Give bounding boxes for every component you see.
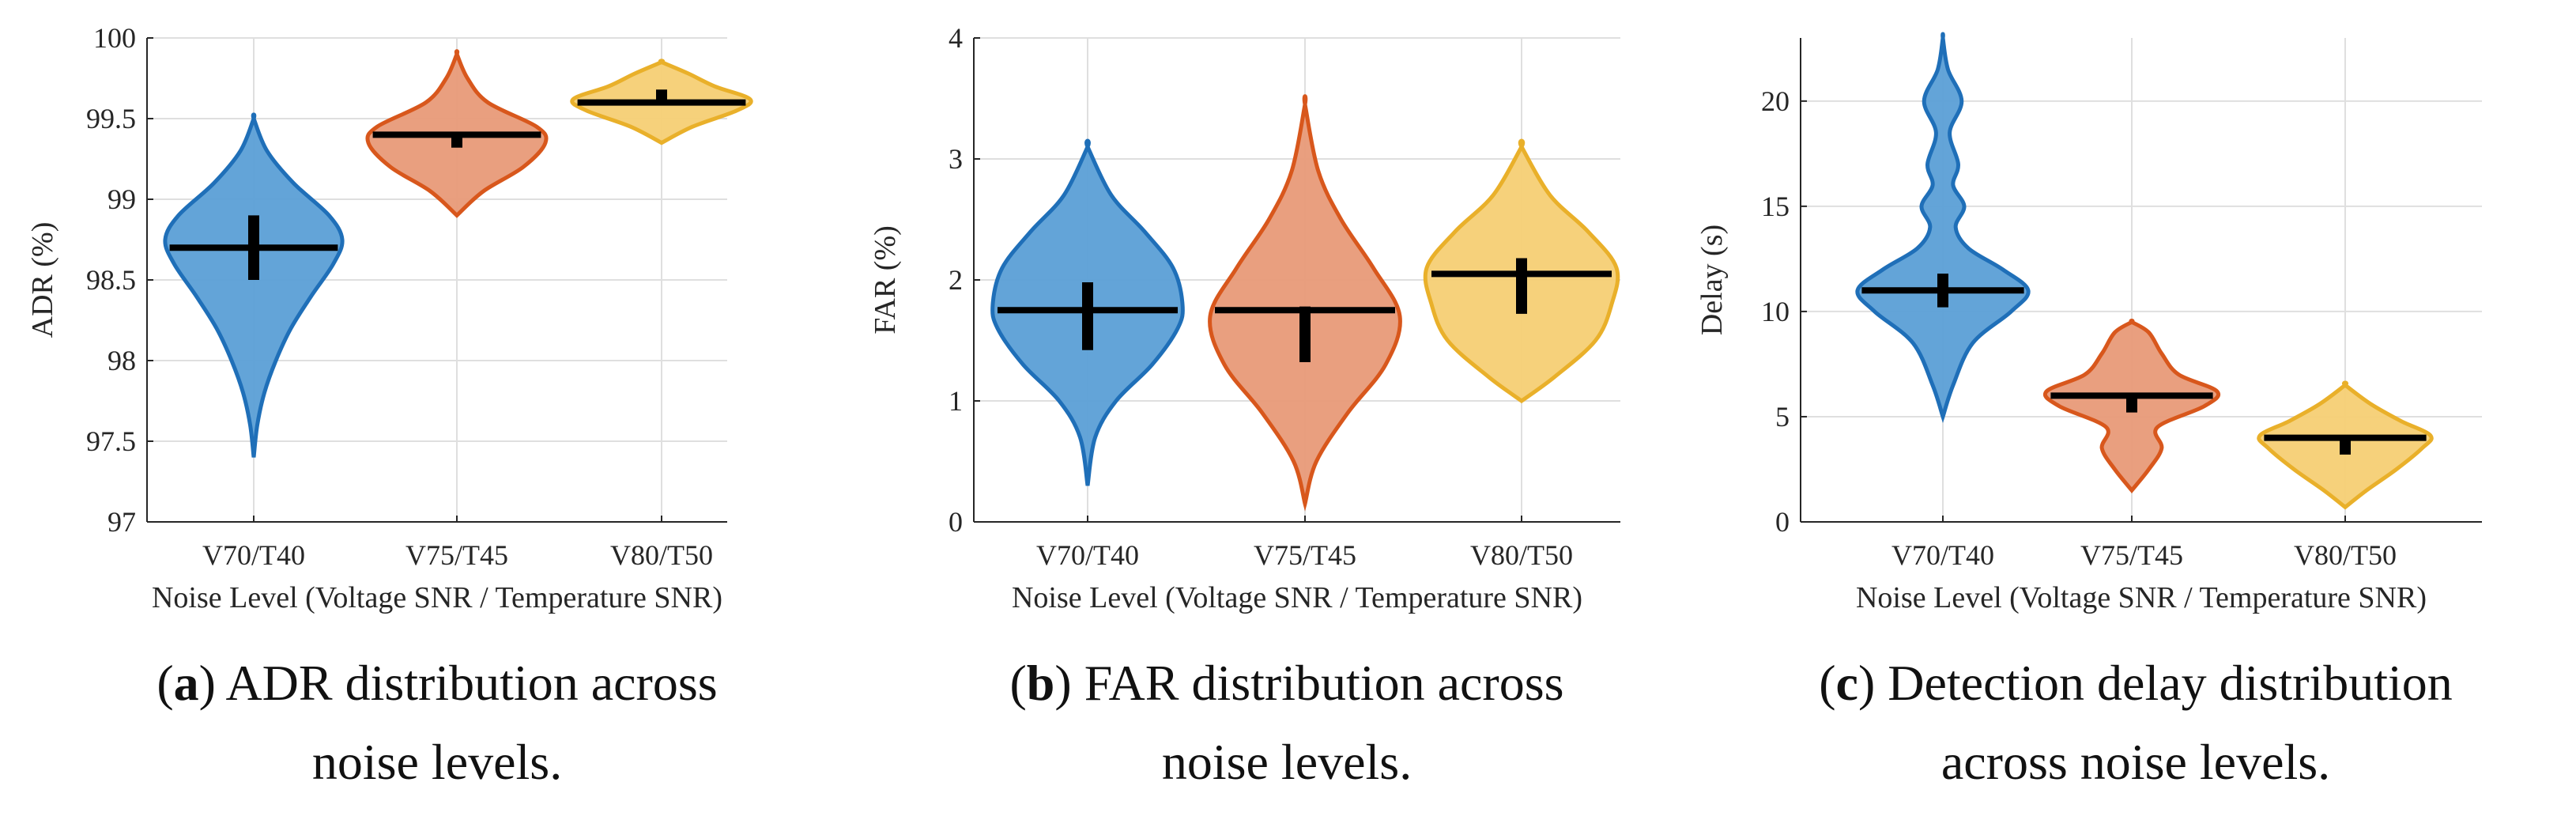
caption-a-line1: (a) ADR distribution across [157,655,717,711]
far-xtick-label-2: V80/T50 [1470,539,1573,571]
far-ytick-label-1: 1 [949,385,963,417]
far-ytick-label-2: 2 [949,264,963,296]
far-ylabel: FAR (%) [869,225,902,334]
delay-ytick-label-0: 0 [1775,506,1790,538]
adr-xtick-label-0: V70/T40 [202,539,305,571]
caption-c-text1: Detection delay distribution [1888,655,2453,711]
adr-violin-0 [163,112,345,458]
adr-ytick-label-0: 97 [107,506,136,538]
adr-ylabel: ADR (%) [26,222,59,338]
caption-a-letter: a [174,655,199,711]
adr-ytick-label-6: 100 [93,22,136,54]
caption-b-paren-open: ( [1009,655,1026,711]
adr-xtick-label-2: V80/T50 [610,539,713,571]
delay-ytick-label-3: 15 [1761,191,1790,222]
far-xtick-label-0: V70/T40 [1036,539,1139,571]
adr-ytick-label-4: 99 [107,183,136,215]
caption-c: (c) Detection delay distribution across … [1819,655,2453,790]
panel-far: 0 1 2 3 4 V70/T40 V75/T45 V80/T50 Noise Level (V… [869,22,1620,614]
caption-b-text1: FAR distribution across [1084,655,1564,711]
delay-xtick-label-2: V80/T50 [2294,539,2397,571]
caption-c-line2: across noise levels. [1941,734,2330,790]
far-ytick-label-3: 3 [949,143,963,175]
caption-c-paren-close: ) [1858,655,1888,711]
far-violin-1 [1208,94,1402,512]
caption-b-paren-close: ) [1054,655,1084,711]
caption-c-line1: (c) Detection delay distribution [1819,655,2453,711]
caption-b-line2: noise levels. [1162,734,1412,790]
far-xtick-label-1: V75/T45 [1254,539,1356,571]
adr-ytick-label-2: 98 [107,345,136,376]
caption-a: (a) ADR distribution across noise levels… [157,655,717,790]
adr-ytick-label-5: 99.5 [86,103,136,134]
adr-ytick-label-3: 98.5 [86,264,136,296]
far-ytick-label-4: 4 [949,22,963,54]
panel-delay: 0 5 10 15 20 V70/T40 V75/T45 V80/T50 Noise Level… [1695,32,2482,614]
caption-c-paren-open: ( [1819,655,1835,711]
delay-ytick-label-4: 20 [1761,85,1790,117]
delay-xtick-label-1: V75/T45 [2080,539,2183,571]
caption-b-letter: b [1027,655,1055,711]
caption-a-line2: noise levels. [312,734,562,790]
delay-ytick-label-1: 5 [1775,401,1790,433]
delay-violin-0 [1855,32,2031,424]
caption-a-paren-close: ) [199,655,226,711]
delay-ylabel: Delay (s) [1695,225,1729,335]
caption-b: (b) FAR distribution across noise levels… [1009,655,1563,790]
panel-adr: 97 97.5 98 98.5 99 99.5 100 V70/T40 V75/T45 V80/T… [26,22,753,614]
adr-xlabel: Noise Level (Voltage SNR / Temperature S… [152,581,722,614]
far-ytick-label-0: 0 [949,506,963,538]
caption-c-letter: c [1836,655,1858,711]
delay-xtick-label-0: V70/T40 [1891,539,1994,571]
caption-b-line1: (b) FAR distribution across [1009,655,1563,711]
caption-a-text1: ADR distribution across [225,655,717,711]
adr-ytick-label-1: 97.5 [86,425,136,457]
caption-a-paren-open: ( [157,655,173,711]
far-xlabel: Noise Level (Voltage SNR / Temperature S… [1012,581,1582,614]
delay-ytick-label-2: 10 [1761,296,1790,327]
delay-xlabel: Noise Level (Voltage SNR / Temperature S… [1856,581,2427,614]
adr-xtick-label-1: V75/T45 [405,539,508,571]
